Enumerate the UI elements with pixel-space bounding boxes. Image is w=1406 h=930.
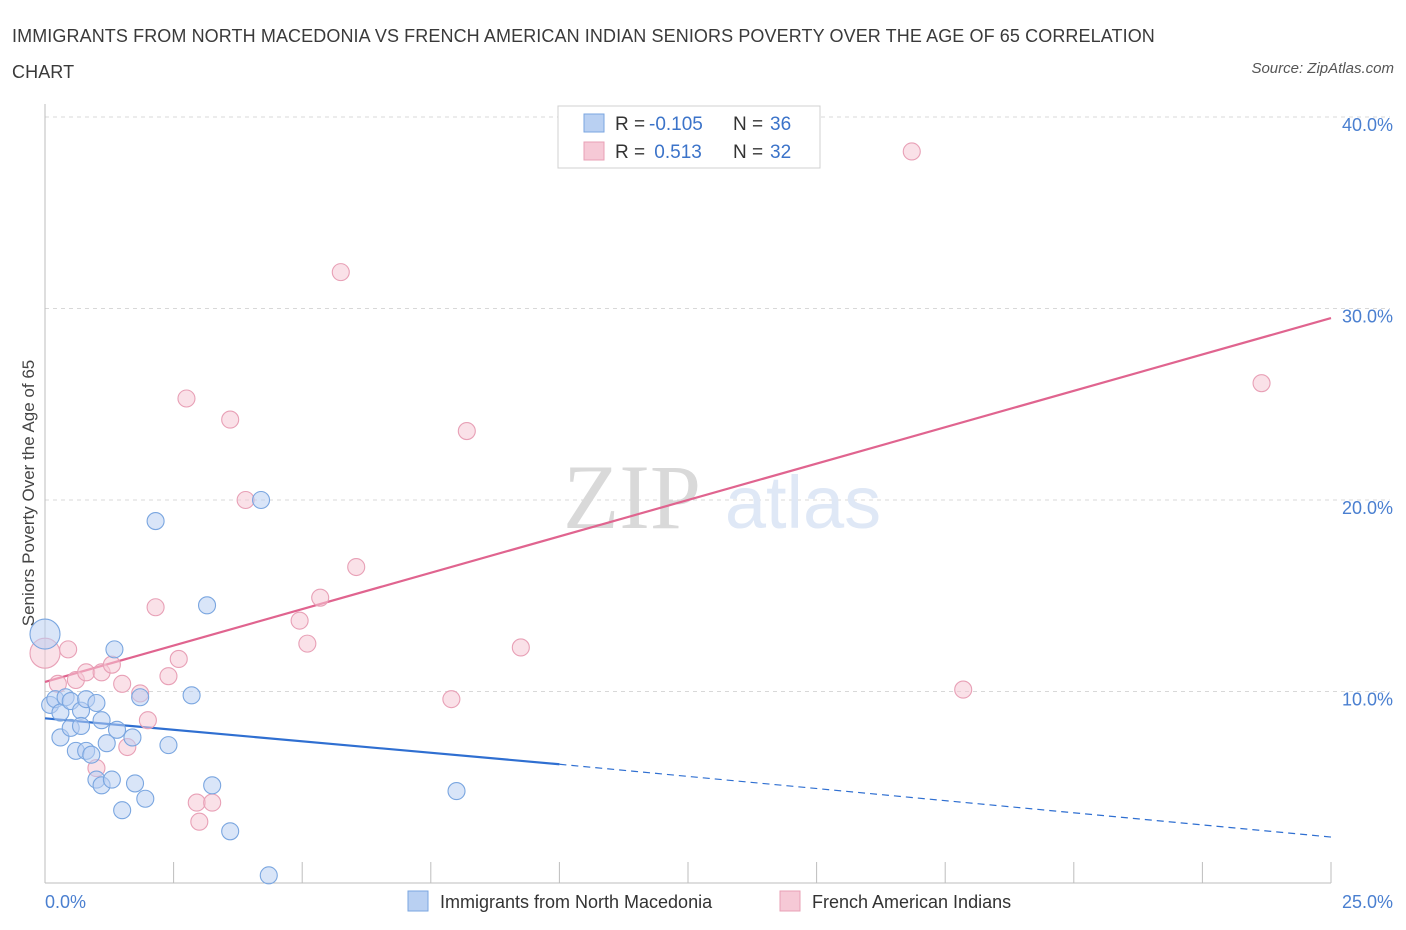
legend-n-value-1: 36 [770, 114, 791, 135]
legend-r-label-1: R = [615, 114, 645, 135]
blue-point [447, 782, 466, 801]
blue-point [97, 734, 116, 753]
legend-n-value-2: 32 [770, 142, 791, 163]
pink-point [221, 410, 240, 429]
blue-point [105, 640, 124, 659]
bottom-legend: Immigrants from North Macedonia French A… [407, 890, 1011, 912]
pink-point [146, 598, 165, 617]
blue-point [251, 490, 271, 510]
pink-point [298, 634, 317, 653]
blue-point [92, 711, 111, 730]
blue-point [259, 866, 278, 885]
pink-point [177, 389, 196, 408]
pink-point [442, 690, 461, 709]
y-tick-label: 30.0% [1342, 307, 1393, 327]
pink-point [290, 611, 309, 630]
pink-point [954, 680, 973, 699]
pink-point [347, 557, 366, 577]
pink-point [159, 667, 178, 686]
blue-point [125, 774, 145, 793]
pink-point [77, 663, 96, 682]
legend-pink-swatch [583, 141, 605, 161]
pink-point [331, 263, 350, 282]
top-legend: R = -0.105 N = 36 R = 0.513 N = 32 [557, 105, 821, 169]
pink-point [236, 490, 255, 510]
grid-lines [45, 116, 1390, 692]
pink-point [203, 793, 222, 812]
bottom-legend-blue-label: Immigrants from North Macedonia [440, 892, 713, 912]
x-tick-label: 0.0% [45, 892, 86, 912]
blue-point [221, 822, 240, 841]
y-tick-label: 40.0% [1342, 115, 1393, 135]
legend-r-label-2: R = [615, 142, 645, 163]
pink-point [59, 640, 78, 659]
blue-trend-line [44, 717, 560, 766]
blue-point [197, 596, 217, 615]
pink-point [102, 655, 121, 674]
watermark-atlas: atlas [725, 461, 881, 544]
blue-point [123, 728, 142, 747]
pink-point [138, 711, 157, 730]
pink-trend-line [44, 317, 1332, 683]
source-label: Source: ZipAtlas.com [1251, 60, 1394, 77]
watermark: ZIP atlas [563, 446, 881, 548]
blue-point [182, 686, 201, 705]
blue-point [113, 801, 132, 820]
watermark-zip: ZIP [563, 446, 701, 548]
legend-n-label-1: N = [733, 114, 763, 135]
blue-point [131, 688, 150, 707]
pink-point [311, 588, 330, 607]
blue-point [71, 716, 91, 736]
x-tick-label: 25.0% [1342, 892, 1393, 912]
blue-point [136, 789, 155, 808]
legend-r-value-1: -0.105 [649, 114, 703, 135]
pink-point [1252, 374, 1271, 393]
pink-point [169, 649, 188, 668]
tick-labels: 10.0% 20.0% 30.0% 40.0% 0.0% 25.0% [45, 115, 1393, 912]
pink-point [187, 793, 206, 812]
blue-trend-line-extension [559, 763, 1332, 838]
chart-title: IMMIGRANTS FROM NORTH MACEDONIA VS FRENC… [12, 26, 1155, 82]
y-tick-label: 10.0% [1342, 690, 1393, 710]
axes [44, 104, 1332, 884]
bottom-legend-pink-label: French American Indians [812, 892, 1011, 912]
pink-point [190, 812, 209, 831]
blue-point [107, 720, 127, 739]
blue-point [29, 618, 61, 650]
blue-point [87, 693, 106, 713]
legend-r-value-2: 0.513 [649, 142, 702, 163]
y-axis-label: Seniors Poverty Over the Age of 65 [19, 360, 38, 626]
bottom-legend-pink-swatch [779, 890, 801, 912]
legend-n-label-2: N = [733, 142, 763, 163]
blue-point [82, 745, 101, 764]
pink-point [457, 422, 476, 441]
trend-lines [44, 317, 1332, 838]
legend-blue-swatch [583, 113, 605, 133]
blue-point [102, 770, 121, 789]
bottom-legend-blue-swatch [407, 890, 429, 912]
y-tick-label: 20.0% [1342, 498, 1393, 518]
pink-point [113, 674, 132, 693]
blue-point [159, 736, 178, 755]
data-points [29, 142, 1271, 885]
blue-point [203, 776, 222, 795]
pink-point [902, 142, 921, 161]
blue-point [146, 512, 165, 531]
pink-point [511, 638, 530, 657]
